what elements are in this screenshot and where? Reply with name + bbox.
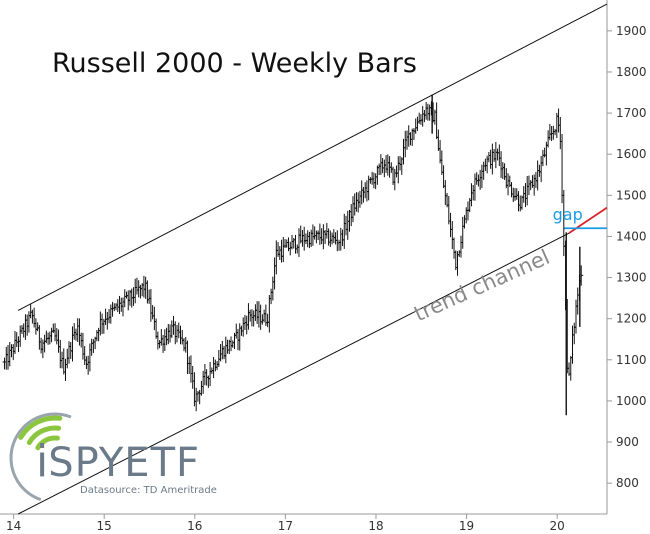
logo-signal-arc-outer bbox=[18, 415, 63, 440]
x-tick-label: 20 bbox=[550, 519, 565, 533]
chart-title: Russell 2000 - Weekly Bars bbox=[52, 48, 417, 79]
y-tick-label: 1500 bbox=[616, 188, 647, 202]
x-tick-label: 15 bbox=[97, 519, 112, 533]
y-tick-label: 1700 bbox=[616, 106, 647, 120]
datasource-label: Datasource: TD Ameritrade bbox=[80, 485, 217, 496]
gap-annotation: gap bbox=[553, 205, 583, 224]
upper-channel-line bbox=[17, 3, 608, 311]
logo-signal-arc-inner bbox=[35, 435, 60, 451]
trend-channel-annotation: trend channel bbox=[410, 245, 553, 326]
x-tick-label: 18 bbox=[368, 519, 383, 533]
y-tick-label: 1100 bbox=[616, 353, 647, 367]
y-tick-label: 1200 bbox=[616, 312, 647, 326]
x-tick-label: 14 bbox=[6, 519, 21, 533]
y-tick-label: 1600 bbox=[616, 147, 647, 161]
y-tick-label: 900 bbox=[616, 435, 639, 449]
y-tick-label: 1400 bbox=[616, 229, 647, 243]
y-tick-label: 1900 bbox=[616, 24, 647, 38]
x-tick-label: 17 bbox=[278, 519, 293, 533]
logo-signal-arc-middle bbox=[26, 425, 62, 446]
y-tick-label: 1300 bbox=[616, 271, 647, 285]
ispyetf-watermark: iSPYETF Datasource: TD Ameritrade bbox=[9, 412, 217, 502]
logo-text: iSPYETF bbox=[36, 436, 200, 487]
y-tick-label: 1000 bbox=[616, 394, 647, 408]
y-tick-label: 800 bbox=[616, 476, 639, 490]
y-tick-label: 1800 bbox=[616, 65, 647, 79]
lower-channel-line bbox=[17, 232, 570, 515]
x-tick-label: 16 bbox=[187, 519, 202, 533]
x-tick-label: 19 bbox=[459, 519, 474, 533]
logo-outer-ring bbox=[9, 412, 72, 502]
